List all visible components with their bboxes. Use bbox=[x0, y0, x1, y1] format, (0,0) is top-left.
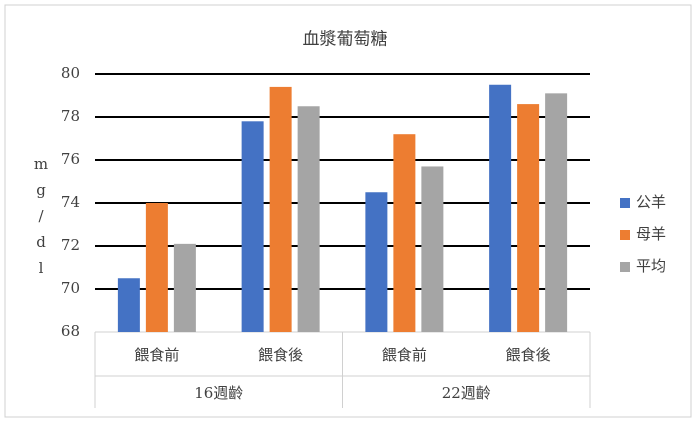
chart-frame bbox=[4, 4, 692, 418]
chart-title: 血漿葡萄糖 bbox=[303, 30, 388, 50]
y-tick-label: 80 bbox=[61, 64, 80, 82]
bar bbox=[545, 93, 568, 332]
y-tick-label: 70 bbox=[61, 279, 80, 297]
legend-swatch bbox=[620, 198, 630, 208]
x-tick-label: 餵食後 bbox=[506, 346, 551, 364]
legend-label: 母羊 bbox=[636, 225, 666, 243]
y-tick-label: 78 bbox=[61, 107, 80, 125]
y-tick-label: 68 bbox=[61, 322, 80, 340]
bar bbox=[241, 121, 264, 332]
bar bbox=[393, 134, 416, 332]
bar bbox=[421, 166, 444, 332]
y-tick-label: 72 bbox=[61, 236, 80, 254]
y-tick-label: 76 bbox=[61, 150, 80, 168]
legend-label: 公羊 bbox=[636, 193, 666, 211]
x-tick-label: 餵食後 bbox=[258, 346, 303, 364]
y-axis-label: mg/dl bbox=[32, 155, 50, 285]
legend-swatch bbox=[620, 262, 630, 272]
legend-swatch bbox=[620, 230, 630, 240]
y-tick-label: 74 bbox=[61, 193, 80, 211]
x-tick-label: 餵食前 bbox=[134, 346, 179, 364]
group-label: 16週齡 bbox=[194, 384, 243, 402]
bar bbox=[489, 84, 512, 332]
x-tick-label: 餵食前 bbox=[382, 346, 427, 364]
bar bbox=[117, 278, 140, 332]
bar bbox=[269, 86, 292, 333]
bar bbox=[517, 104, 540, 332]
legend-label: 平均 bbox=[636, 257, 666, 275]
bar bbox=[297, 106, 320, 332]
bar bbox=[145, 203, 168, 332]
group-label: 22週齡 bbox=[442, 384, 491, 402]
bar bbox=[365, 192, 388, 332]
bar bbox=[173, 243, 196, 332]
